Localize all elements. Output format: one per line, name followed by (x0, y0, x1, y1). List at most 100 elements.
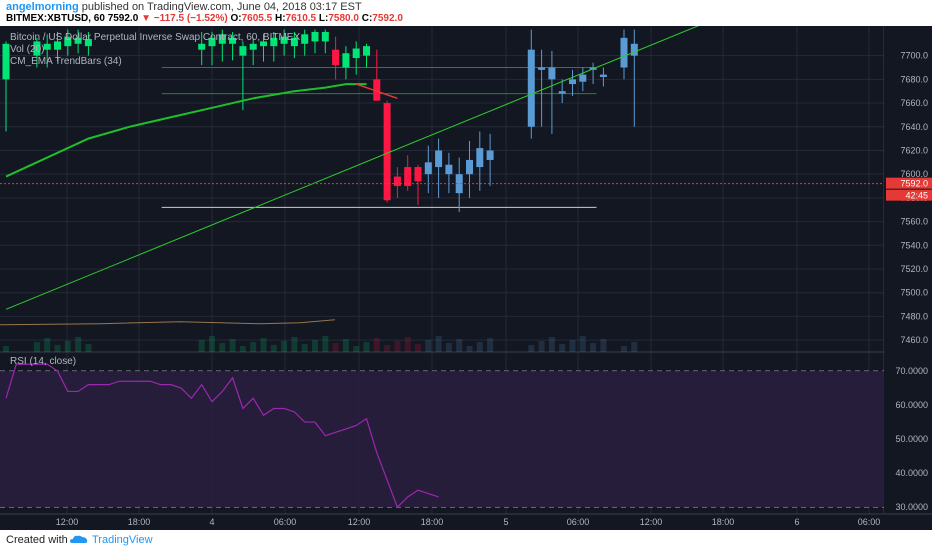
open-value: 7605.5 (241, 13, 273, 24)
candle-body (280, 36, 288, 44)
publish-info: angelmorning published on TradingView.co… (6, 1, 362, 13)
volume-bar (260, 338, 267, 352)
legend-rsi[interactable]: RSI (14, close) (10, 356, 76, 367)
author-link[interactable]: angelmorning (6, 1, 79, 13)
candle-body (414, 167, 422, 182)
candle-body (352, 48, 360, 59)
red-ray[interactable] (355, 83, 398, 100)
volume-bar (415, 344, 421, 352)
rsi-line (5, 363, 439, 509)
volume-bar (621, 346, 627, 352)
low-label: L: (318, 13, 329, 24)
volume-bar (312, 340, 318, 352)
volume-bar (528, 345, 535, 352)
volume-bar (209, 336, 215, 352)
trend-line[interactable] (5, 26, 706, 310)
rsi-axis[interactable]: 70.0000 60.0000 50.0000 40.0000 30.0000 (895, 366, 928, 512)
tradingview-link[interactable]: TradingView (92, 534, 153, 546)
legend-volume[interactable]: Vol (20) (10, 44, 44, 55)
last-price-value: 7592.0 (107, 13, 139, 24)
time-tick: 4 (209, 517, 214, 527)
rsi-band (0, 371, 884, 508)
candle-body (74, 37, 82, 44)
volume-bar (600, 339, 607, 352)
price-tick: 7700.0 (900, 51, 928, 61)
high-value: 7610.5 (285, 13, 317, 24)
price-tick: 7640.0 (900, 122, 928, 132)
candle-body (393, 176, 401, 187)
last-price-badge (886, 177, 932, 189)
candle-body (270, 37, 278, 47)
volume-bar (219, 343, 226, 352)
candles (2, 29, 638, 213)
candle-body (249, 43, 257, 50)
volume-bar (579, 336, 586, 352)
volume-bar (229, 339, 236, 352)
volume-bars (0, 319, 638, 352)
price-axis[interactable]: 7700.07680.07660.07640.07620.07600.07580… (884, 26, 932, 514)
time-tick: 12:00 (56, 517, 79, 527)
volume-bar (301, 344, 308, 352)
time-tick: 12:00 (640, 517, 663, 527)
rsi-tick: 40.0000 (895, 468, 928, 478)
candle-body (445, 164, 453, 175)
rsi-tick: 50.0000 (895, 434, 928, 444)
volume-bar (569, 340, 576, 352)
countdown-badge-text: 42:45 (905, 191, 928, 201)
candle-body (2, 43, 10, 80)
candle-body (290, 37, 298, 47)
candle-body (84, 39, 92, 47)
candle-body (373, 79, 381, 101)
open-label: O: (230, 13, 242, 24)
price-tick: 7660.0 (900, 98, 928, 108)
volume-bar (322, 336, 329, 352)
volume-bar (384, 345, 391, 352)
legend-indicator[interactable]: CM_EMA TrendBars (34) (10, 56, 122, 67)
candle-body (383, 103, 391, 201)
volume-bar (476, 342, 483, 352)
price-tick: 7500.0 (900, 288, 928, 298)
symbol-label: BITMEX:XBTUSD, 60 (6, 13, 105, 24)
volume-bar (75, 337, 82, 352)
candle-body (527, 49, 535, 127)
price-chart[interactable]: 7700.07680.07660.07640.07620.07600.07580… (0, 26, 932, 530)
candle-body (538, 67, 546, 70)
candle-body (404, 167, 412, 187)
volume-bar (291, 337, 298, 352)
price-axis-bg (884, 26, 932, 514)
legend: Bitcoin / US Dollar Perpetual Inverse Sw… (10, 32, 300, 367)
volume-bar (631, 342, 638, 352)
close-value: 7592.0 (372, 13, 403, 24)
volume-bar (332, 343, 339, 352)
close-label: C: (361, 13, 373, 24)
candle-body (569, 79, 576, 85)
rsi-tick: 70.0000 (895, 366, 928, 376)
volume-bar (342, 339, 349, 352)
time-tick: 06:00 (274, 517, 297, 527)
time-axis[interactable]: 12:00 18:00 4 06:00 12:00 18:00 5 06:00 12:00 18:… (0, 513, 932, 530)
volume-bar (64, 341, 71, 352)
volume-bar (250, 342, 257, 352)
footer: Created with TradingView (0, 530, 932, 550)
legend-instrument[interactable]: Bitcoin / US Dollar Perpetual Inverse Sw… (10, 32, 300, 43)
ema-line (5, 83, 367, 178)
time-tick: 6 (794, 517, 799, 527)
candle-body (476, 148, 484, 168)
published-text: published on TradingView.com, June 04, 2… (78, 1, 362, 13)
candle-body (486, 150, 494, 160)
volume-bar (353, 346, 360, 352)
volume-bar (270, 345, 277, 352)
last-price-badge-text: 7592.0 (900, 179, 928, 189)
candle-body (54, 41, 61, 50)
candle-body (260, 41, 267, 47)
time-tick: 12:00 (348, 517, 371, 527)
time-tick: 18:00 (712, 517, 735, 527)
price-tick: 7600.0 (900, 169, 928, 179)
low-value: 7580.0 (328, 13, 359, 24)
price-tick: 7680.0 (900, 74, 928, 84)
candle-body (579, 74, 587, 82)
candle-body (466, 159, 473, 175)
volume-bar (445, 343, 452, 352)
candle-body (599, 74, 607, 77)
candle-body (558, 91, 566, 94)
